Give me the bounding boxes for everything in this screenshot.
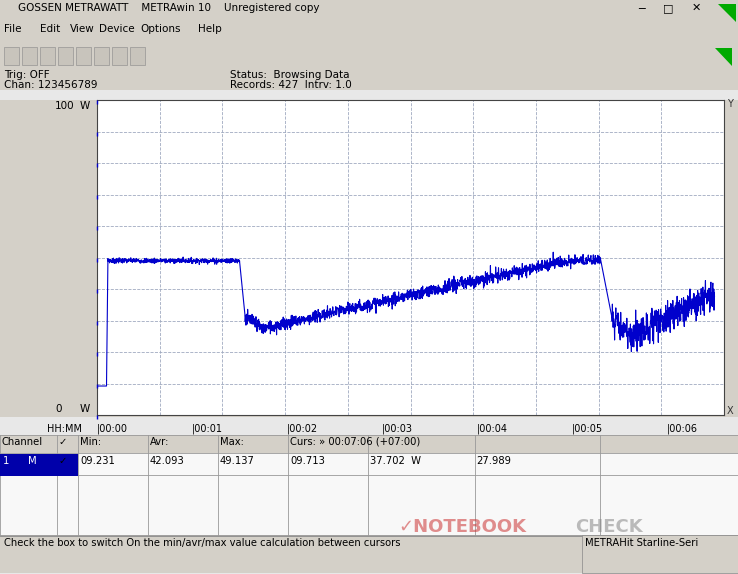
Text: □: □ <box>663 3 674 13</box>
Text: Min:: Min: <box>80 437 101 447</box>
Text: CHECK: CHECK <box>575 518 643 536</box>
Text: ✓: ✓ <box>59 437 67 447</box>
Text: Check the box to switch On the min/avr/max value calculation between cursors: Check the box to switch On the min/avr/m… <box>4 538 401 548</box>
Text: 0: 0 <box>55 404 61 414</box>
Text: Help: Help <box>198 24 221 34</box>
Text: Y: Y <box>727 99 733 109</box>
Text: W: W <box>80 101 90 111</box>
Text: |00:06: |00:06 <box>667 424 698 435</box>
Text: |00:01: |00:01 <box>192 424 223 435</box>
Text: Status:  Browsing Data: Status: Browsing Data <box>230 70 350 80</box>
Text: |00:02: |00:02 <box>287 424 318 435</box>
Text: 49.137: 49.137 <box>220 456 255 466</box>
Text: |00:00: |00:00 <box>97 424 128 435</box>
Text: Channel: Channel <box>2 437 43 447</box>
Text: W: W <box>80 404 90 414</box>
Text: |00:04: |00:04 <box>477 424 508 435</box>
Text: ✓: ✓ <box>59 456 67 466</box>
Text: View: View <box>70 24 94 34</box>
Text: ✓NOTEBOOK: ✓NOTEBOOK <box>398 518 526 536</box>
Text: GOSSEN METRAWATT    METRAwin 10    Unregistered copy: GOSSEN METRAWATT METRAwin 10 Unregistere… <box>18 3 320 13</box>
Text: |00:05: |00:05 <box>572 424 603 435</box>
Text: Curs: » 00:07:06 (+07:00): Curs: » 00:07:06 (+07:00) <box>290 437 420 447</box>
Text: Avr:: Avr: <box>150 437 170 447</box>
Text: M: M <box>28 456 37 466</box>
Text: 42.093: 42.093 <box>150 456 184 466</box>
Text: ─: ─ <box>638 3 645 13</box>
Text: 09.713: 09.713 <box>290 456 325 466</box>
Text: ✕: ✕ <box>692 3 701 13</box>
Text: Edit: Edit <box>40 24 61 34</box>
Text: Device: Device <box>99 24 134 34</box>
Text: 09.231: 09.231 <box>80 456 115 466</box>
Text: 1: 1 <box>3 456 10 466</box>
Text: Max:: Max: <box>220 437 244 447</box>
Text: X: X <box>727 406 734 416</box>
Text: METRAHit Starline-Seri: METRAHit Starline-Seri <box>585 538 698 548</box>
Text: Trig: OFF: Trig: OFF <box>4 70 49 80</box>
Text: File: File <box>4 24 21 34</box>
Text: HH:MM: HH:MM <box>47 424 82 434</box>
Text: Options: Options <box>140 24 181 34</box>
Text: Records: 427  Intrv: 1.0: Records: 427 Intrv: 1.0 <box>230 80 352 90</box>
Text: |00:03: |00:03 <box>382 424 413 435</box>
Text: 100: 100 <box>55 101 75 111</box>
Text: 37.702  W: 37.702 W <box>370 456 421 466</box>
Text: 27.989: 27.989 <box>476 456 511 466</box>
Text: Chan: 123456789: Chan: 123456789 <box>4 80 97 90</box>
